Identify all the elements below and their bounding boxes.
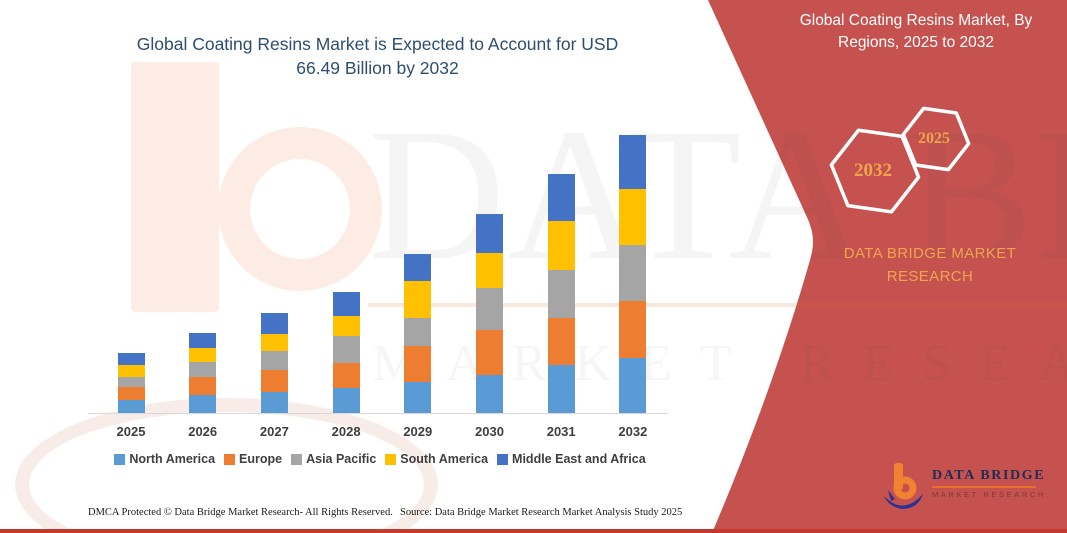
legend-label: Asia Pacific [306, 452, 377, 466]
stacked-bar-2030 [476, 213, 503, 413]
bar-segment-asia-pacific [476, 287, 503, 330]
bar-segment-middle-east-and-africa [260, 312, 288, 335]
bar-segment-asia-pacific [332, 336, 360, 364]
footer-source-text: Source: Data Bridge Market Research Mark… [400, 507, 683, 518]
hexagon-2032-icon [829, 128, 921, 214]
bar-segment-south-america [476, 252, 503, 288]
hexagons-graphic [829, 106, 971, 214]
bar-segment-north-america [619, 358, 647, 413]
legend-item-north-america: North America [114, 452, 215, 466]
bar-segment-asia-pacific [189, 361, 217, 377]
bar-segment-north-america [117, 400, 145, 413]
legend-swatch-icon [385, 453, 397, 465]
legend-item-south-america: South America [385, 452, 488, 466]
legend-swatch-icon [497, 453, 509, 465]
bar-segment-north-america [476, 374, 503, 413]
logo-rule [932, 486, 1036, 488]
bar-segment-middle-east-and-africa [117, 353, 145, 365]
stacked-bar-2031 [547, 174, 575, 413]
footer-dmca-text: DMCA Protected © Data Bridge Market Rese… [88, 507, 393, 518]
bar-segment-europe [404, 346, 432, 382]
x-axis-label-2031: 2031 [546, 424, 576, 439]
brand-name-text: DATA BRIDGE MARKET RESEARCH [843, 245, 1017, 286]
legend-swatch-icon [291, 453, 303, 465]
legend-swatch-icon [114, 453, 126, 465]
legend-item-europe: Europe [224, 452, 282, 466]
x-axis-label-2030: 2030 [475, 424, 504, 439]
chart-title: Global Coating Resins Market is Expected… [136, 34, 619, 78]
bar-segment-north-america [547, 364, 575, 413]
bar-segment-asia-pacific [117, 376, 145, 387]
hexagon-2025-icon [901, 106, 971, 172]
bar-segment-south-america [332, 316, 360, 337]
logo-name: DATA BRIDGE [932, 468, 1046, 483]
bar-segment-south-america [260, 334, 288, 352]
legend-label: North America [129, 452, 216, 466]
hexagon-label-2032: 2032 [854, 160, 892, 181]
company-logo: DATA BRIDGE MARKET RESEARCH [882, 462, 1046, 514]
stacked-bar-2027 [260, 312, 288, 413]
bar-segment-middle-east-and-africa [547, 174, 575, 222]
bar-segment-europe [117, 386, 145, 401]
legend-item-asia-pacific: Asia Pacific [291, 452, 376, 466]
stacked-bar-2026 [189, 333, 217, 413]
bar-segment-asia-pacific [260, 351, 288, 370]
bar-segment-europe [619, 300, 647, 359]
plot-area [85, 120, 675, 413]
watermark-b-stem [131, 62, 219, 312]
stacked-bar-2025 [117, 353, 145, 413]
bar-segment-europe [189, 376, 217, 396]
chart-legend: North America Europe Asia Pacific South Ame… [85, 452, 675, 466]
legend-item-middle-east-and-africa: Middle East and Africa [497, 452, 646, 466]
stacked-bar-2029 [404, 253, 432, 413]
bar-segment-europe [476, 329, 503, 375]
watermark-underline [368, 303, 1067, 307]
x-axis-label-2027: 2027 [259, 424, 289, 439]
bar-segment-middle-east-and-africa [404, 253, 432, 282]
data-bridge-logo-icon [884, 463, 923, 509]
x-axis-label-2029: 2029 [403, 424, 433, 439]
bar-segment-asia-pacific [619, 244, 647, 301]
bar-segment-north-america [189, 395, 217, 413]
bar-segment-middle-east-and-africa [189, 333, 217, 349]
legend-label: Middle East and Africa [512, 452, 646, 466]
bar-segment-middle-east-and-africa [476, 213, 503, 253]
bar-segment-south-america [619, 188, 647, 245]
legend-label: Europe [239, 452, 283, 466]
x-axis-line [88, 413, 668, 414]
hexagon-label-2025: 2025 [918, 130, 950, 147]
bar-segment-europe [260, 369, 288, 392]
x-axis-label-2032: 2032 [618, 424, 648, 439]
x-axis-label-2026: 2026 [188, 424, 218, 439]
bar-segment-north-america [404, 381, 432, 413]
legend-swatch-icon [224, 453, 236, 465]
bar-segment-asia-pacific [404, 318, 432, 347]
bar-segment-middle-east-and-africa [332, 292, 360, 317]
x-axis-label-2025: 2025 [116, 424, 146, 439]
side-panel-background [708, 0, 1067, 533]
legend-label: South America [400, 452, 489, 466]
bottom-accent-line [0, 529, 1067, 533]
side-panel-title: Global Coating Resins Market, By Regions… [799, 12, 1033, 52]
bar-segment-south-america [547, 221, 575, 270]
bar-segment-north-america [260, 391, 288, 413]
bar-segment-europe [332, 363, 360, 389]
bar-segment-middle-east-and-africa [619, 134, 647, 189]
bar-segment-south-america [189, 348, 217, 362]
bar-segment-south-america [404, 281, 432, 318]
bar-segment-south-america [117, 364, 145, 377]
bar-segment-europe [547, 318, 575, 365]
x-axis-labels: 2025 2026 2027 2028 2029 2030 2031 2032 [85, 424, 675, 442]
bar-segment-north-america [332, 388, 360, 413]
bar-segment-asia-pacific [547, 269, 575, 318]
logo-subtitle: MARKET RESEARCH [932, 490, 1046, 499]
logo-text: DATA BRIDGE MARKET RESEARCH [932, 462, 1046, 499]
x-axis-label-2028: 2028 [331, 424, 361, 439]
stacked-bar-2032 [619, 134, 647, 413]
stacked-bar-2028 [332, 292, 360, 413]
